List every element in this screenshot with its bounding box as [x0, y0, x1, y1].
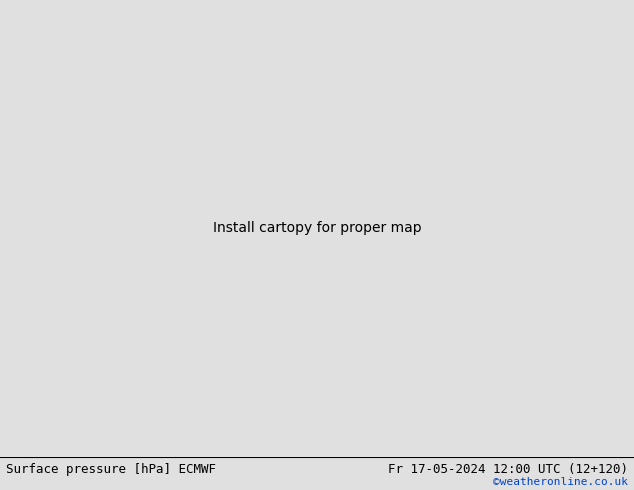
- Text: Fr 17-05-2024 12:00 UTC (12+120): Fr 17-05-2024 12:00 UTC (12+120): [387, 463, 628, 476]
- Text: ©weatheronline.co.uk: ©weatheronline.co.uk: [493, 477, 628, 488]
- Text: Install cartopy for proper map: Install cartopy for proper map: [212, 221, 422, 235]
- Text: Surface pressure [hPa] ECMWF: Surface pressure [hPa] ECMWF: [6, 463, 216, 476]
